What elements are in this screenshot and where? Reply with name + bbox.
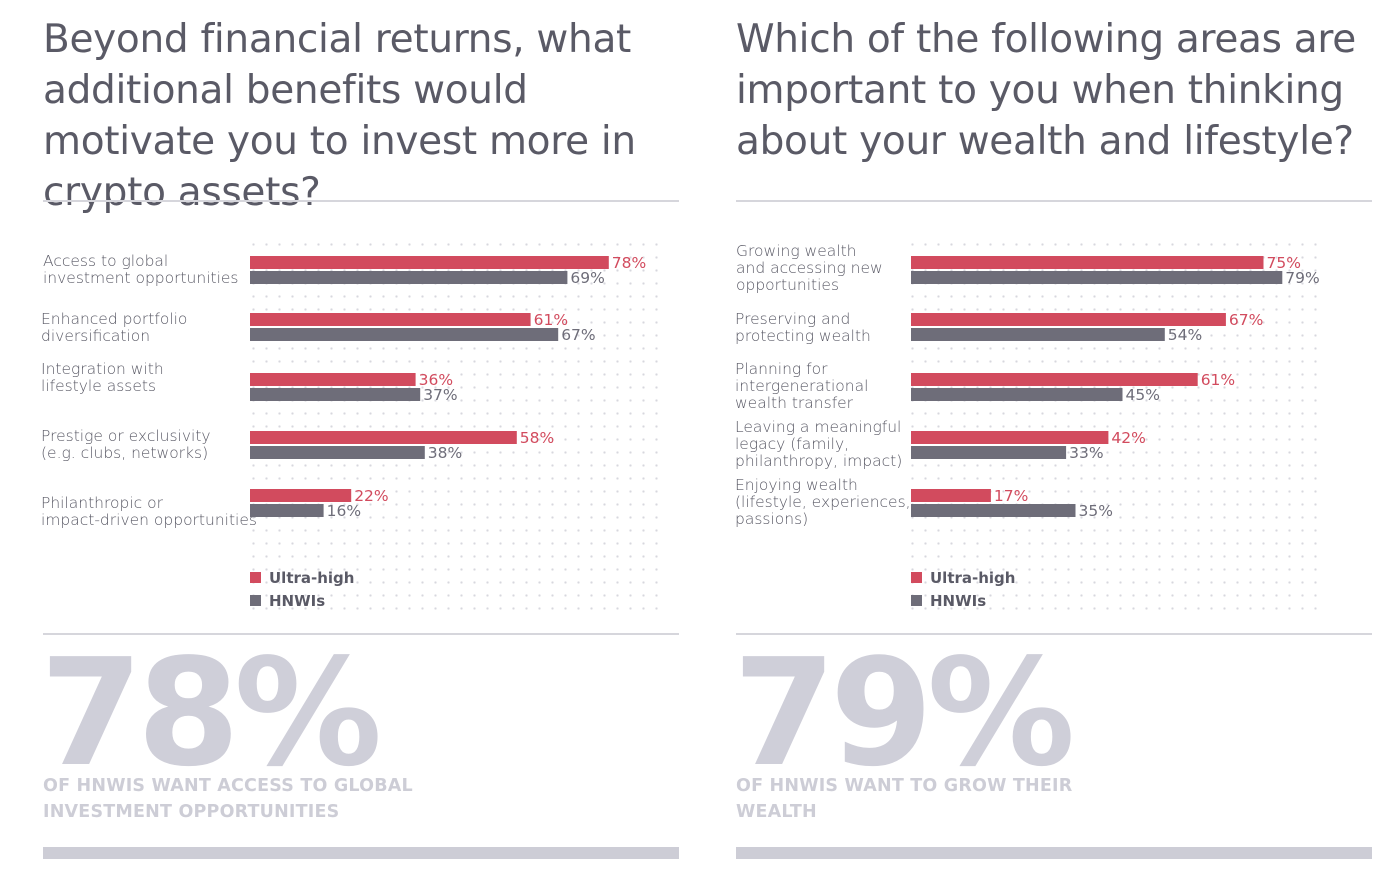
bar-ultra-high (911, 373, 1198, 386)
bar-hnwis (250, 446, 425, 459)
category-label: Enjoying wealth (lifestyle, experiences,… (735, 476, 911, 528)
legend-label: Ultra-high (269, 568, 355, 587)
chart-grid (247, 238, 665, 620)
bar-hnwis (250, 504, 324, 517)
divider (736, 200, 1372, 202)
bar-hnwis (911, 328, 1165, 341)
bar-ultra-high (911, 313, 1226, 326)
data-label: 69% (570, 269, 604, 287)
data-label: 35% (1079, 502, 1113, 520)
data-label: 36% (419, 371, 453, 389)
data-label: 17% (994, 487, 1028, 505)
legend-item-ultra: Ultra-high (250, 566, 354, 589)
data-label: 54% (1168, 326, 1202, 344)
category-label: Growing wealth and accessing new opportu… (736, 242, 883, 294)
legend: Ultra-high HNWIs (250, 566, 354, 612)
category-label: Leaving a meaningful legacy (family, phi… (735, 418, 903, 470)
stat-caption: OF HNWIS WANT TO GROW THEIR WEALTH (736, 776, 1073, 822)
big-stat: 79% (733, 627, 1075, 799)
bar-hnwis (911, 388, 1123, 401)
legend: Ultra-high HNWIs (911, 566, 1015, 612)
bar-chart-wealth-priorities: 75%79% 67% 54% 61% 45% 42% 33% 17% 35% (911, 254, 1320, 520)
legend-label: Ultra-high (930, 568, 1016, 587)
divider (43, 633, 679, 635)
footer-bar (43, 847, 679, 859)
legend-swatch-hnwi (911, 595, 922, 606)
bar-chart-crypto-benefits: 78% 69% 61%67% 36%37% 58% 38% 22%16% (250, 254, 646, 520)
legend-swatch-hnwi (250, 595, 261, 606)
bar-ultra-high (250, 431, 517, 444)
data-label: 38% (428, 444, 462, 462)
data-label: 42% (1111, 429, 1145, 447)
bar-hnwis (911, 271, 1283, 284)
bar-ultra-high (250, 256, 609, 269)
legend-swatch-ultra (250, 572, 261, 583)
legend-label: HNWIs (269, 591, 326, 610)
left-panel: Beyond financial returns, what additiona… (40, 0, 690, 883)
category-label: Philanthropic or impact-driven opportuni… (41, 494, 257, 529)
category-label: Enhanced portfolio diversification (41, 310, 188, 345)
legend-item-hnwi: HNWIs (911, 589, 1015, 612)
bar-ultra-high (250, 313, 531, 326)
legend-item-hnwi: HNWIs (250, 589, 354, 612)
data-label: 58% (520, 429, 554, 447)
bar-ultra-high (911, 489, 991, 502)
divider (43, 200, 679, 202)
bar-hnwis (250, 388, 421, 401)
data-label: 79% (1285, 269, 1319, 287)
right-panel: Which of the following areas are importa… (733, 0, 1383, 883)
category-label: Integration with lifestyle assets (41, 360, 164, 395)
category-label: Prestige or exclusivity (e.g. clubs, net… (41, 427, 211, 462)
data-label: 16% (327, 502, 361, 520)
bar-ultra-high (911, 431, 1109, 444)
bar-hnwis (911, 504, 1076, 517)
bar-ultra-high (250, 373, 416, 386)
bar-hnwis (911, 446, 1067, 459)
footer-bar (736, 847, 1372, 859)
category-label: Preserving and protecting wealth (735, 310, 871, 345)
data-label: 67% (561, 326, 595, 344)
data-label: 61% (1201, 371, 1235, 389)
data-label: 33% (1069, 444, 1103, 462)
data-label: 61% (534, 311, 568, 329)
legend-label: HNWIs (930, 591, 987, 610)
data-label: 22% (354, 487, 388, 505)
category-label: Access to global investment opportunitie… (43, 252, 239, 287)
chart-grid (906, 238, 1326, 620)
legend-item-ultra: Ultra-high (911, 566, 1015, 589)
bar-hnwis (250, 328, 559, 341)
data-label: 45% (1126, 386, 1160, 404)
legend-swatch-ultra (911, 572, 922, 583)
bar-ultra-high (911, 256, 1264, 269)
bar-ultra-high (250, 489, 352, 502)
category-label: Planning for intergenerational wealth tr… (735, 360, 869, 412)
question-heading: Which of the following areas are importa… (736, 17, 1356, 164)
data-label: 67% (1229, 311, 1263, 329)
bar-hnwis (250, 271, 568, 284)
question-heading: Beyond financial returns, what additiona… (43, 17, 636, 215)
big-stat: 78% (40, 627, 382, 799)
data-label: 37% (423, 386, 457, 404)
divider (736, 633, 1372, 635)
data-label: 75% (1267, 254, 1301, 272)
data-label: 78% (612, 254, 646, 272)
stat-caption: OF HNWIS WANT ACCESS TO GLOBAL INVESTMEN… (43, 776, 413, 822)
